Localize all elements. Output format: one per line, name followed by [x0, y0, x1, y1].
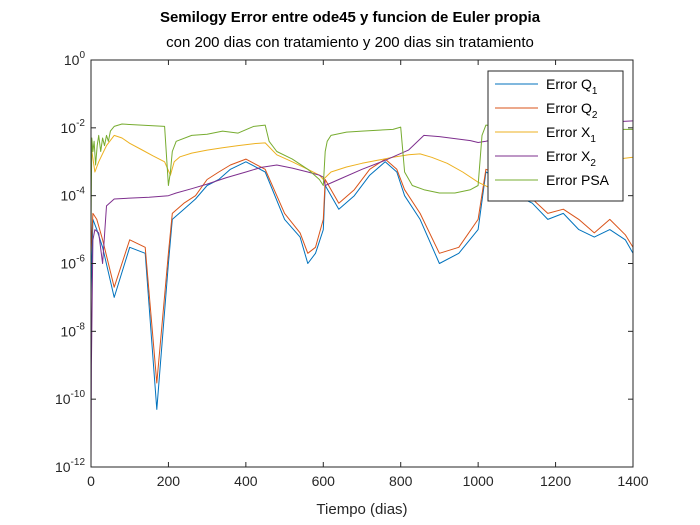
- y-tick-base: 10: [64, 52, 80, 68]
- legend-label-text: Error X: [546, 148, 591, 164]
- x-tick-label: 600: [312, 473, 336, 489]
- y-tick-exponent: -6: [76, 254, 85, 265]
- series-line-error-psa: [91, 123, 633, 230]
- x-tick-label: 1000: [463, 473, 494, 489]
- x-axis-label: Tiempo (dias): [316, 501, 407, 518]
- legend-label-error-psa: Error PSA: [546, 172, 610, 188]
- y-tick-exponent: -4: [76, 186, 85, 197]
- legend-label-subscript: 1: [590, 134, 596, 145]
- y-tick-base: 10: [61, 256, 77, 272]
- y-tick-label: 10-12: [55, 457, 85, 475]
- y-tick-exponent: -12: [71, 457, 86, 468]
- legend-label-subscript: 1: [592, 86, 598, 97]
- y-tick-label: 10-6: [61, 254, 86, 272]
- chart-title: Semilogy Error entre ode45 y funcion de …: [159, 9, 541, 26]
- y-tick-exponent: -8: [76, 321, 85, 332]
- y-tick-exponent: -2: [76, 118, 85, 129]
- y-tick-exponent: -10: [71, 389, 86, 400]
- x-tick-label: 1200: [540, 473, 571, 489]
- legend-box: [487, 70, 624, 202]
- legend-label-error-x1: Error X1: [546, 124, 596, 145]
- y-tick-label: 10-10: [55, 389, 85, 407]
- legend-label-subscript: 2: [590, 158, 596, 169]
- y-tick-base: 10: [61, 188, 77, 204]
- legend-label-text: Error PSA: [546, 172, 610, 188]
- x-tick-label: 200: [157, 473, 181, 489]
- y-tick-base: 10: [55, 391, 71, 407]
- legend-label-subscript: 2: [592, 110, 598, 121]
- y-tick-base: 10: [55, 459, 71, 475]
- legend-label-text: Error Q: [546, 76, 592, 92]
- y-tick-label: 10-2: [61, 118, 86, 136]
- x-tick-label: 1400: [617, 473, 648, 489]
- legend-label-error-q1: Error Q1: [546, 76, 598, 97]
- y-tick-base: 10: [61, 323, 77, 339]
- x-tick-label: 400: [234, 473, 258, 489]
- y-tick-base: 10: [61, 120, 77, 136]
- legend-label-text: Error X: [546, 124, 591, 140]
- x-tick-label: 800: [389, 473, 413, 489]
- ticks-layer: 0 200 400 600 800 1000 1200 140010-1210-1010-81…: [55, 50, 649, 489]
- legend-label-text: Error Q: [546, 100, 592, 116]
- y-tick-label: 100: [64, 50, 86, 68]
- x-tick-label: 0: [87, 473, 95, 489]
- legend-label-error-q2: Error Q2: [546, 100, 598, 121]
- chart-subtitle: con 200 dias con tratamiento y 200 dias …: [166, 34, 534, 51]
- y-tick-exponent: 0: [79, 50, 85, 61]
- y-tick-label: 10-4: [61, 186, 86, 204]
- legend-label-error-x2: Error X2: [546, 148, 596, 169]
- y-tick-label: 10-8: [61, 321, 86, 339]
